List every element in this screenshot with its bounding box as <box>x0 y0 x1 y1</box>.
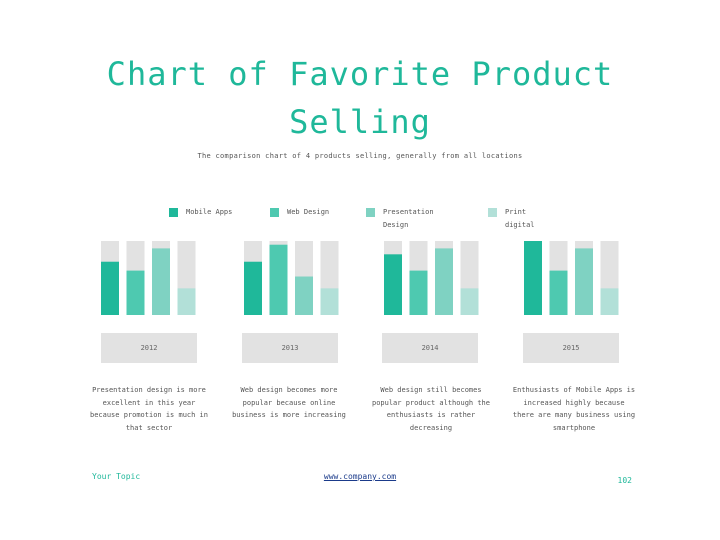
description-2012: Presentation design is more excellent in… <box>89 386 208 432</box>
bar-2012-presentation-design <box>152 248 170 315</box>
bar-2015-web-design <box>549 270 568 315</box>
legend-label: Mobile Apps <box>186 208 233 216</box>
legend-swatch-print-digital <box>488 208 497 217</box>
bar-2013-mobile-apps <box>244 261 262 315</box>
bar-2015-presentation-design <box>575 248 593 315</box>
bar-2013-print-digital <box>320 288 339 315</box>
footer-website-link[interactable]: www.company.com <box>323 472 397 481</box>
bar-2015-mobile-apps <box>524 241 542 315</box>
description-2015: Enthusiasts of Mobile Apps is increased … <box>512 386 636 432</box>
bar-2012-web-design <box>126 270 145 315</box>
legend-label: Web Design <box>287 208 330 216</box>
bar-2014-print-digital <box>460 288 479 315</box>
bar-2013-web-design <box>269 244 288 315</box>
legend-item-mobile-apps: Mobile Apps <box>169 208 266 219</box>
legend-item-web-design: Web Design <box>270 208 367 219</box>
legend-swatch-mobile-apps <box>169 208 178 217</box>
bar-2014-mobile-apps <box>384 254 402 315</box>
bar-2012-print-digital <box>177 288 196 315</box>
year-label-2014: 2014 <box>382 333 478 363</box>
legend-swatch-web-design <box>270 208 279 217</box>
year-label-2012: 2012 <box>101 333 197 363</box>
page-number: 102 <box>617 476 632 485</box>
legend-label: Print digital <box>505 208 535 229</box>
legend-label: Presentation Design <box>383 208 434 229</box>
legend-item-presentation-design: Presentation Design <box>366 208 443 232</box>
legend-swatch-presentation-design <box>366 208 375 217</box>
bar-2012-mobile-apps <box>101 261 119 315</box>
footer-topic: Your Topic <box>92 472 141 481</box>
bar-2013-presentation-design <box>295 276 313 315</box>
description-2014: Web design still becomes popular product… <box>371 386 490 432</box>
bar-2014-presentation-design <box>435 248 453 315</box>
bar-2014-web-design <box>409 270 428 315</box>
bar-2015-print-digital <box>600 288 619 315</box>
year-label-2015: 2015 <box>523 333 619 363</box>
chart-title: Chart of Favorite Product Selling <box>106 55 614 141</box>
legend-item-print-digital: Print digital <box>488 208 545 232</box>
chart-subtitle: The comparison chart of 4 products selli… <box>197 152 523 160</box>
year-label-2013: 2013 <box>242 333 338 363</box>
description-2013: Web design becomes more popular because … <box>232 386 346 419</box>
